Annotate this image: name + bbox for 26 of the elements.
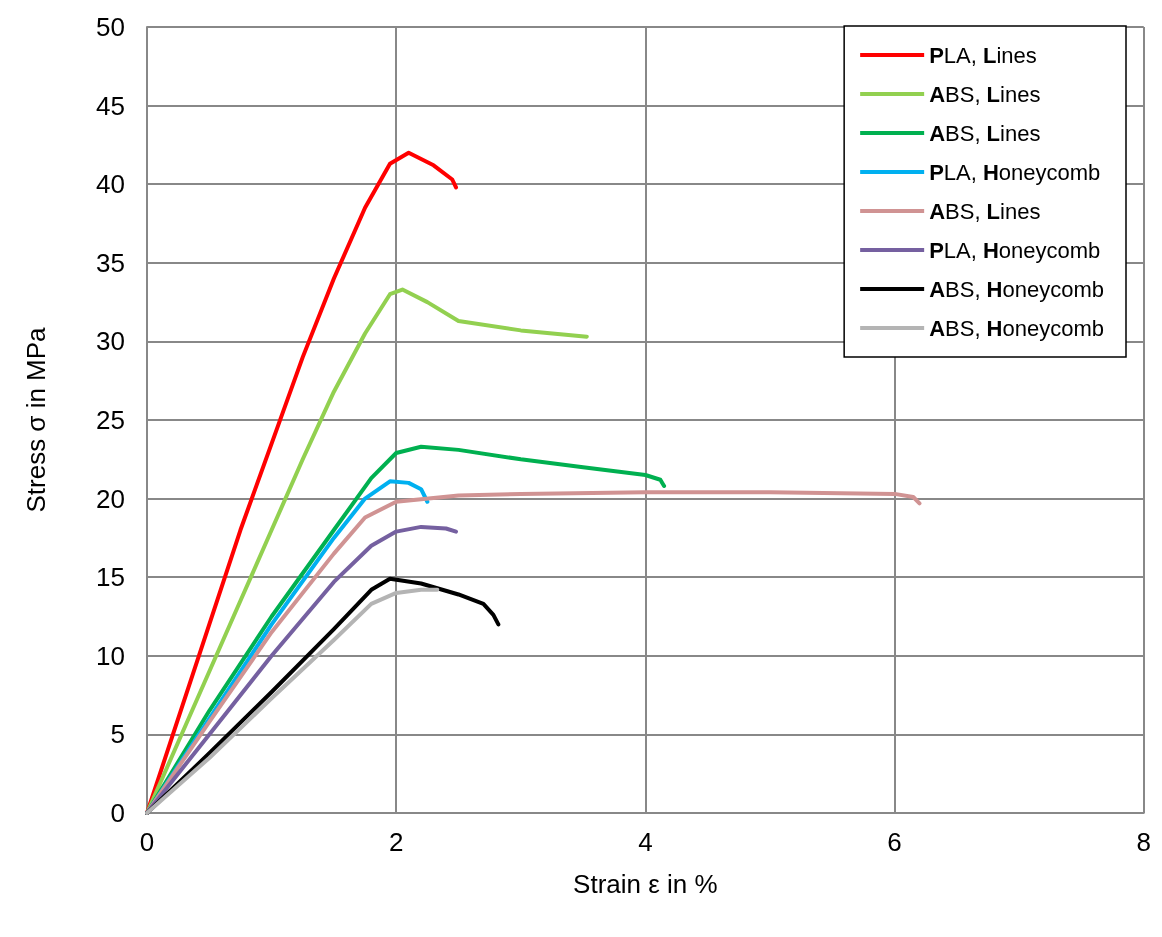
x-tick-label: 4 (638, 827, 653, 857)
y-axis-title: Stress σ in MPa (21, 326, 51, 513)
legend-label: ABS, Honeycomb (929, 276, 1105, 302)
legend-label: ABS, Honeycomb (929, 315, 1105, 341)
x-axis-title: Strain ε in % (573, 869, 718, 899)
legend-label: PLA, Honeycomb (929, 237, 1101, 263)
x-tick-label: 6 (887, 827, 902, 857)
y-tick-label: 35 (96, 247, 125, 278)
legend-label: ABS, Lines (929, 120, 1041, 146)
legend-label: PLA, Honeycomb (929, 159, 1101, 185)
legend-label: PLA, Lines (929, 42, 1037, 68)
y-tick-label: 0 (110, 798, 125, 828)
y-tick-label: 45 (96, 90, 125, 121)
y-tick-label: 25 (96, 405, 125, 435)
y-tick-label: 5 (110, 719, 125, 750)
y-tick-label: 20 (96, 483, 125, 514)
y-tick-label: 50 (96, 12, 125, 42)
y-tick-label: 10 (96, 640, 125, 671)
legend-label: ABS, Lines (929, 198, 1041, 224)
x-tick-label: 2 (388, 827, 404, 857)
y-tick-label: 30 (96, 326, 125, 357)
y-tick-label: 15 (96, 562, 125, 593)
y-tick-label: 40 (96, 169, 125, 200)
legend-label: ABS, Lines (929, 81, 1041, 107)
x-tick-label: 0 (139, 827, 155, 857)
x-tick-label: 8 (1136, 827, 1151, 857)
